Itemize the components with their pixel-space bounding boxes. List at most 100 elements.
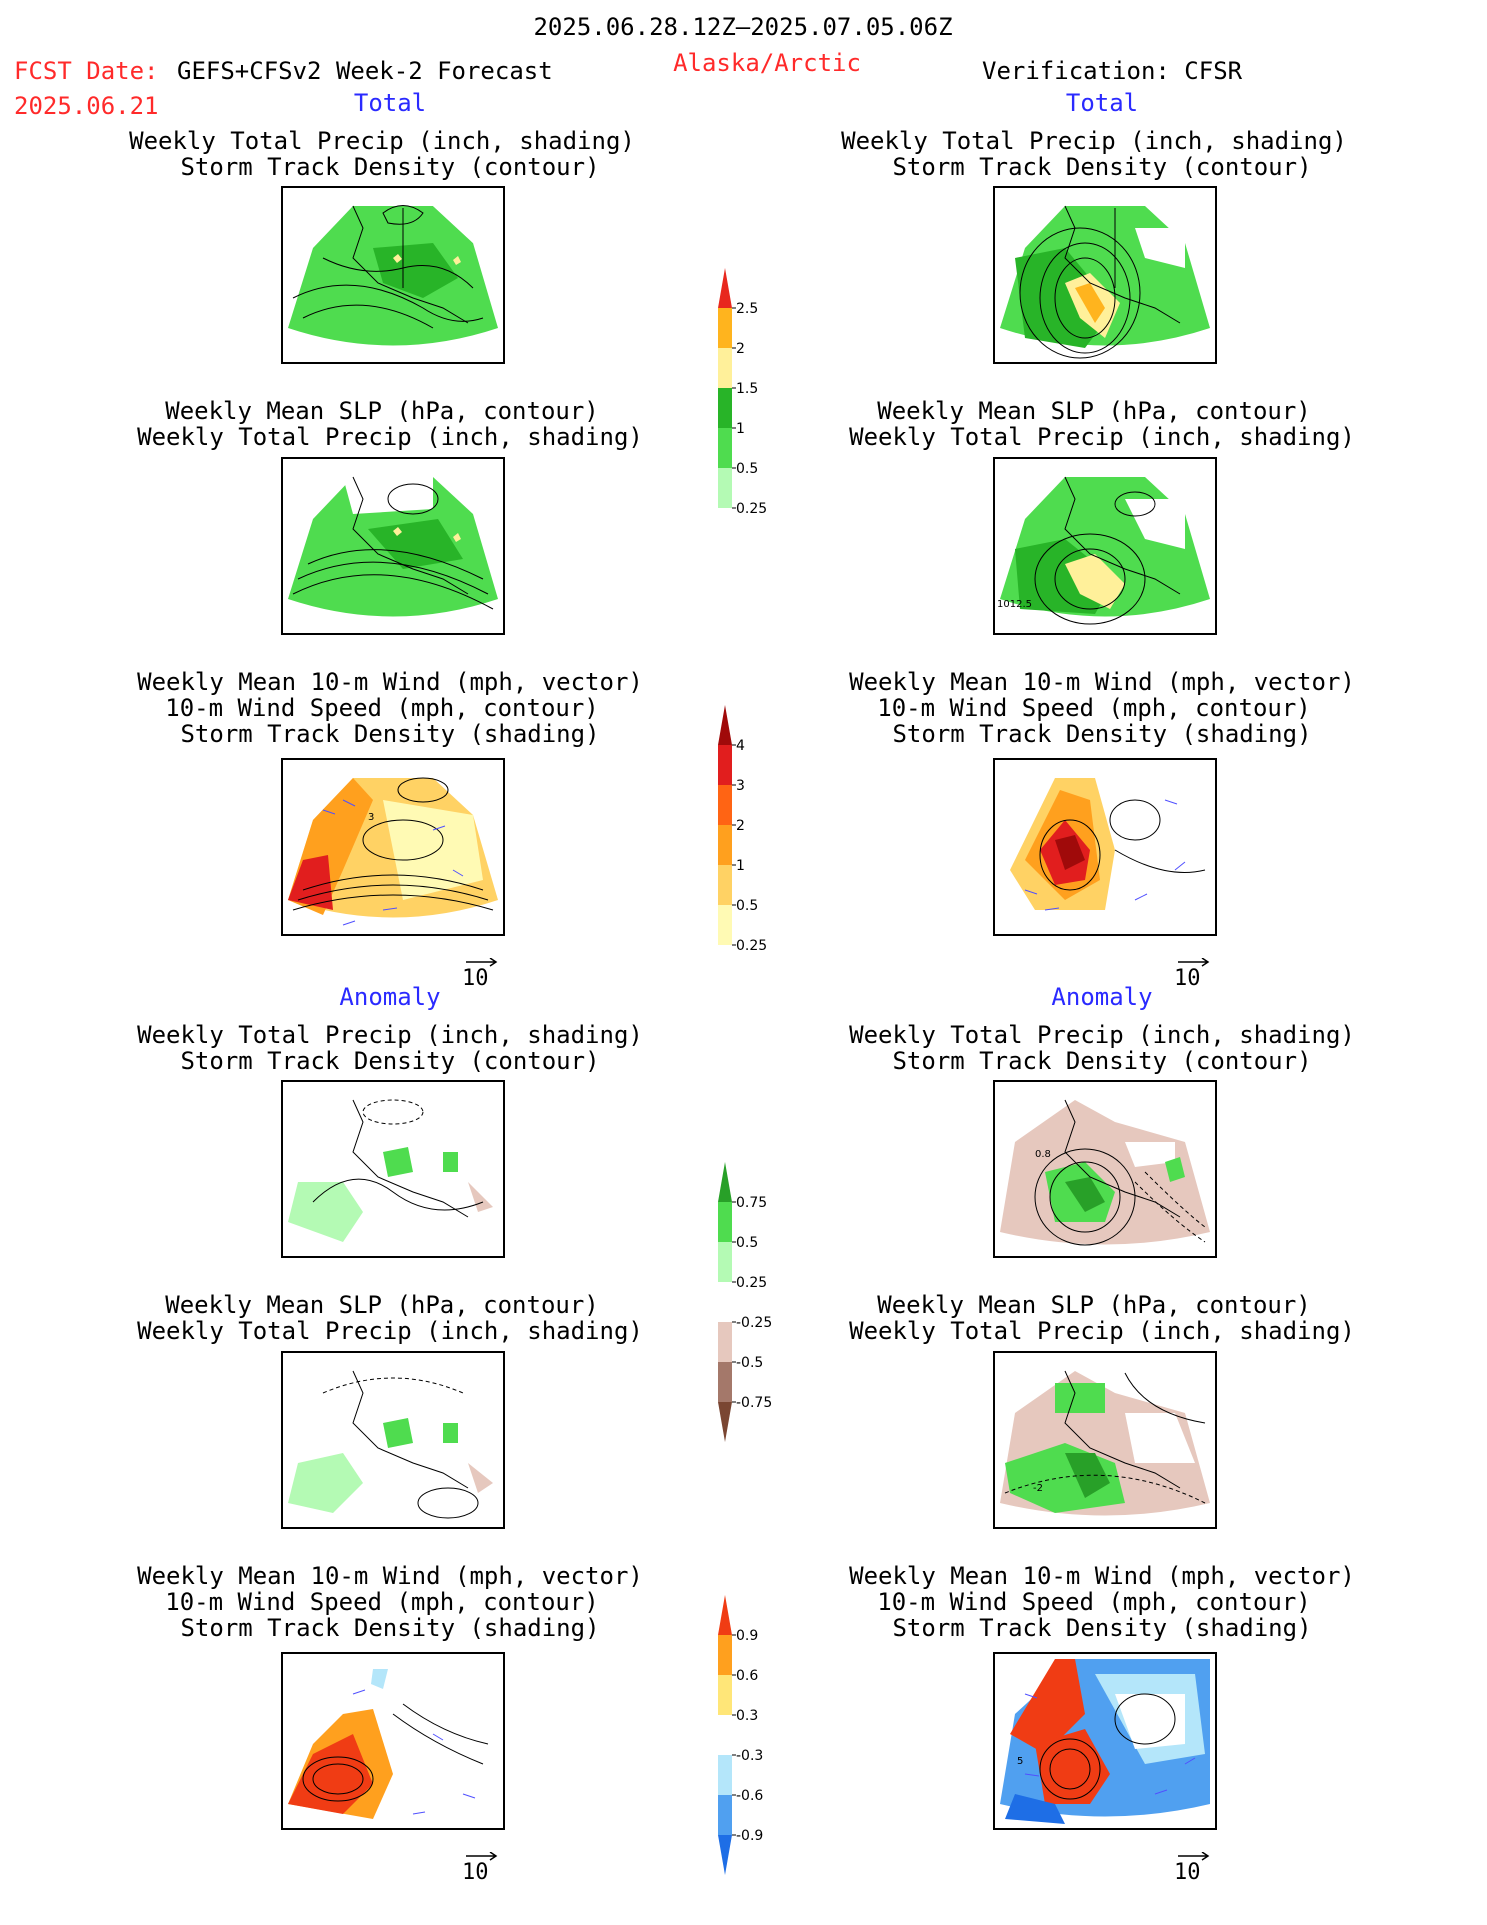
section-total-left: Total [353, 89, 427, 117]
fcst-date-value: 2025.06.21 [14, 92, 159, 120]
colorbar-storm-anom: -0.9 -0.6 -0.3 0.3 0.6 0.9 [718, 1595, 788, 1879]
colorbar-bin [718, 1675, 732, 1715]
colorbar-bin [718, 1322, 732, 1362]
colorbar-bin [718, 785, 732, 825]
title-verif-precip-anom-2: Storm Track Density (contour) [892, 1047, 1312, 1075]
section-anomaly-right: Anomaly [1051, 983, 1153, 1011]
colorbar-precip-anom: -0.75 -0.5 -0.25 0.25 0.5 0.75 [718, 1162, 788, 1446]
map-fcst-precip-total [281, 186, 505, 364]
colorbar-bin [718, 745, 732, 785]
title-fcst-wind-total-2: 10-m Wind Speed (mph, contour) [165, 694, 599, 722]
colorbar-bin [718, 1715, 732, 1755]
colorbar-bin [718, 1595, 732, 1635]
vector-key-verif-anom: 10 [1174, 1851, 1234, 1886]
colorbar-tick-label: 4 [736, 738, 745, 754]
title-verif-precip-total-1: Weekly Total Precip (inch, shading) [841, 127, 1347, 155]
colorbar-tick-label: 1 [736, 858, 745, 874]
colorbar-tick-label: 0.75 [736, 1195, 767, 1211]
title-verif-slp-total-1: Weekly Mean SLP (hPa, contour) [877, 397, 1311, 425]
map-fcst-slp-anom [281, 1351, 505, 1529]
fcst-wind-total-contour-label: 3 [368, 812, 374, 823]
title-verif-wind-total-2: 10-m Wind Speed (mph, contour) [877, 694, 1311, 722]
colorbar-tick-label: 2 [736, 818, 745, 834]
title-fcst-wind-anom-2: 10-m Wind Speed (mph, contour) [165, 1588, 599, 1616]
colorbar-tick-label: 0.5 [736, 1235, 758, 1251]
colorbar-tick-label: 1.5 [736, 381, 758, 397]
colorbar-tick-label: 0.25 [736, 1275, 767, 1291]
title-verif-wind-anom-2: 10-m Wind Speed (mph, contour) [877, 1588, 1311, 1616]
map-fcst-wind-anom [281, 1652, 505, 1830]
colorbar-tick-label: -0.25 [736, 1315, 772, 1331]
fcst-date-label: FCST Date: [14, 57, 159, 85]
colorbar-tick-label: 1 [736, 421, 745, 437]
date-range-title: 2025.06.28.12Z–2025.07.05.06Z [533, 13, 953, 41]
title-fcst-slp-anom-1: Weekly Mean SLP (hPa, contour) [165, 1291, 599, 1319]
title-fcst-precip-anom-1: Weekly Total Precip (inch, shading) [137, 1021, 643, 1049]
colorbar-bin [718, 1635, 732, 1675]
colorbar-tick-label: 2 [736, 341, 745, 357]
colorbar-tick-label: 0.6 [736, 1668, 758, 1684]
title-fcst-wind-anom-1: Weekly Mean 10-m Wind (mph, vector) [137, 1562, 643, 1590]
map-fcst-precip-anom [281, 1080, 505, 1258]
title-fcst-wind-anom-3: Storm Track Density (shading) [180, 1614, 600, 1642]
colorbar-bin [718, 945, 732, 985]
colorbar-bin [718, 705, 732, 745]
colorbar-tick-label: 0.25 [736, 938, 767, 954]
title-fcst-wind-total-1: Weekly Mean 10-m Wind (mph, vector) [137, 668, 643, 696]
colorbar-bin [718, 468, 732, 508]
map-verif-precip-anom: 0.8 [993, 1080, 1217, 1258]
vector-key-verif-total: 10 [1174, 957, 1234, 992]
colorbar-bin [718, 1202, 732, 1242]
verif-slp-total-contour-label: 1012.5 [997, 599, 1032, 610]
colorbar-bin [718, 1362, 732, 1402]
title-fcst-precip-anom-2: Storm Track Density (contour) [180, 1047, 600, 1075]
colorbar-tick-label: 0.9 [736, 1628, 758, 1644]
map-verif-wind-total [993, 758, 1217, 936]
map-verif-slp-anom: -2 [993, 1351, 1217, 1529]
colorbar-bin [718, 1755, 732, 1795]
title-verif-wind-total-3: Storm Track Density (shading) [892, 720, 1312, 748]
colorbar-bin [718, 348, 732, 388]
colorbar-tick-label: 0.25 [736, 501, 767, 517]
map-verif-wind-anom: 5 [993, 1652, 1217, 1830]
colorbar-storm-total: 0.25 0.5 1 2 3 4 [718, 705, 788, 989]
colorbar-bin [718, 308, 732, 348]
title-verif-slp-anom-1: Weekly Mean SLP (hPa, contour) [877, 1291, 1311, 1319]
verif-slp-anom-contour-label: -2 [1033, 1483, 1043, 1494]
vector-key-label: 10 [462, 1860, 489, 1885]
colorbar-tick-label: -0.5 [736, 1355, 763, 1371]
map-verif-slp-total: 1012.5 [993, 457, 1217, 635]
title-fcst-precip-total-2: Storm Track Density (contour) [180, 153, 600, 181]
title-verif-wind-anom-1: Weekly Mean 10-m Wind (mph, vector) [849, 1562, 1355, 1590]
title-verif-precip-total-2: Storm Track Density (contour) [892, 153, 1312, 181]
colorbar-bin [718, 905, 732, 945]
colorbar-tick-label: -0.6 [736, 1788, 763, 1804]
region-label: Alaska/Arctic [673, 49, 861, 77]
colorbar-tick-label: -0.3 [736, 1748, 763, 1764]
colorbar-bin [718, 268, 732, 308]
section-anomaly-left: Anomaly [339, 983, 441, 1011]
colorbar-bin [718, 1795, 732, 1835]
colorbar-bin [718, 388, 732, 428]
colorbar-tick-label: 0.5 [736, 898, 758, 914]
colorbar-tick-label: 0.5 [736, 461, 758, 477]
title-verif-wind-total-1: Weekly Mean 10-m Wind (mph, vector) [849, 668, 1355, 696]
verif-precip-anom-contour-label: 0.8 [1035, 1149, 1051, 1160]
vector-key-fcst-total: 10 [462, 957, 522, 992]
vector-key-label: 10 [462, 966, 489, 991]
colorbar-bin [718, 1242, 732, 1282]
colorbar-bin [718, 1282, 732, 1322]
map-fcst-wind-total: 3 [281, 758, 505, 936]
title-fcst-precip-total-1: Weekly Total Precip (inch, shading) [129, 127, 635, 155]
verif-wind-anom-contour-label: 5 [1017, 1756, 1023, 1767]
title-fcst-slp-total-2: Weekly Total Precip (inch, shading) [137, 423, 643, 451]
vector-key-fcst-anom: 10 [462, 1851, 522, 1886]
model-name: GEFS+CFSv2 Week-2 Forecast [177, 57, 553, 85]
colorbar-bin [718, 1835, 732, 1875]
title-fcst-slp-total-1: Weekly Mean SLP (hPa, contour) [165, 397, 599, 425]
colorbar-tick-label: 3 [736, 778, 745, 794]
title-verif-slp-total-2: Weekly Total Precip (inch, shading) [849, 423, 1355, 451]
vector-key-label: 10 [1174, 966, 1201, 991]
colorbar-bin [718, 865, 732, 905]
title-verif-slp-anom-2: Weekly Total Precip (inch, shading) [849, 1317, 1355, 1345]
